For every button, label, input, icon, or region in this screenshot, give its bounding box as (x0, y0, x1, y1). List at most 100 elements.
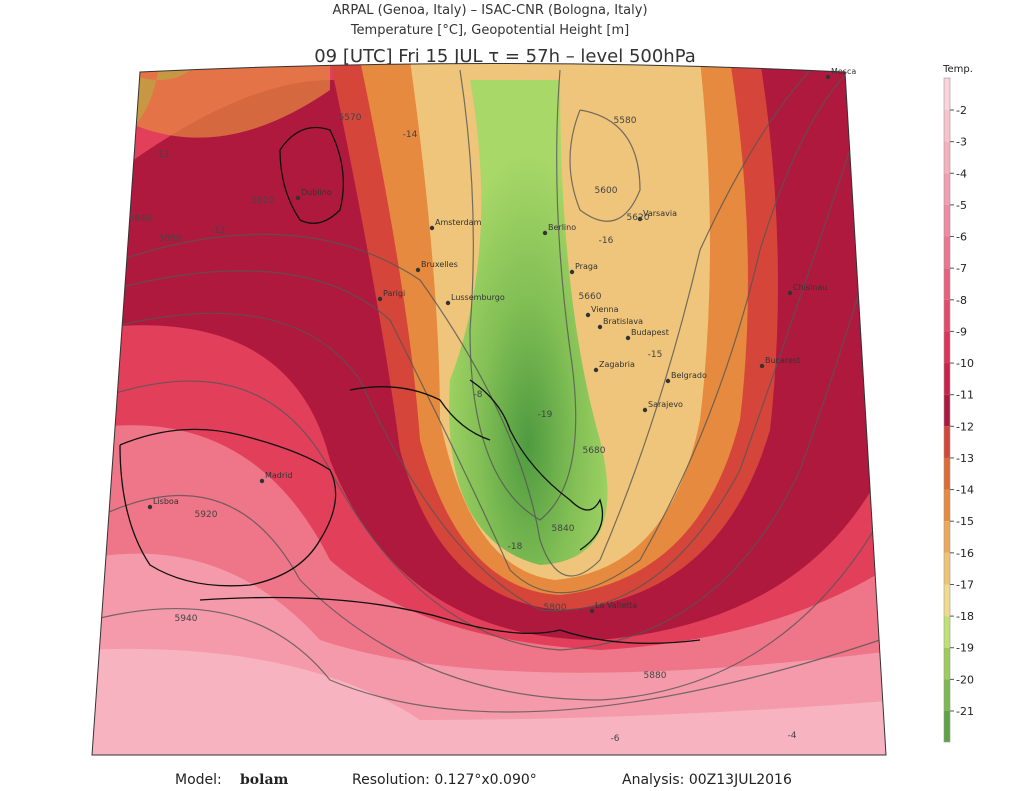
city-label: Parigi (383, 289, 405, 298)
contour-label: 5660 (579, 292, 602, 302)
contour-label: -4 (788, 731, 797, 741)
legend-swatch (944, 616, 950, 648)
contour-label: 5580 (614, 116, 637, 126)
legend-label: -16 (956, 547, 974, 560)
city-label: La Valletta (595, 601, 637, 610)
city-label: Lisboa (153, 497, 179, 506)
city-dot (625, 335, 631, 341)
city-label: Sarajevo (648, 400, 683, 409)
city-dot (642, 407, 648, 413)
city-label: Bucarest (765, 356, 800, 365)
footer-model-label: Model: (175, 772, 222, 788)
legend-label: -6 (956, 231, 967, 244)
legend-swatch (944, 584, 950, 617)
city-label: Chisinau (793, 283, 827, 292)
legend-label: -3 (956, 136, 967, 149)
legend-swatch (944, 394, 950, 427)
legend-border (943, 77, 951, 743)
legend-label: -9 (956, 325, 967, 338)
contour-label: 5920 (195, 510, 218, 520)
map (92, 63, 886, 755)
contour-label: -18 (508, 542, 523, 552)
map-frame (91, 63, 887, 756)
city-label: Praga (575, 262, 598, 271)
city-label: Dublino (301, 188, 332, 197)
legend-swatch (944, 489, 950, 522)
city-dot (759, 363, 765, 369)
contour-label: -14 (403, 130, 418, 140)
city-dot (542, 230, 548, 236)
contour-label: 5800 (544, 603, 567, 613)
legend-swatch (944, 268, 950, 300)
legend-label: -15 (956, 515, 974, 528)
city-dot (637, 216, 643, 222)
map-labels: Madrid Lisboa Parigi Berlino Varsavia Vienna B… (129, 67, 857, 744)
legend-label: -2 (956, 104, 967, 117)
legend-label: -12 (956, 420, 974, 433)
footer-analysis: Analysis: 00Z13JUL2016 (622, 772, 792, 788)
city-label: Bratislava (603, 317, 643, 326)
city-label: Amsterdam (435, 218, 482, 227)
legend-label: -21 (956, 705, 974, 718)
legend-swatch (944, 204, 950, 237)
legend-swatch (944, 552, 950, 585)
city-label: Mosca (831, 67, 856, 76)
city-label: Lussemburgo (451, 293, 505, 302)
contour-label: 5620 (627, 213, 650, 223)
city-dot (429, 225, 435, 231)
contour-label: 5860 (159, 234, 182, 244)
city-label: Madrid (265, 471, 292, 480)
city-dot (147, 504, 153, 510)
city-dot (569, 269, 575, 275)
city-dot (825, 74, 831, 80)
legend-title: Temp. (942, 64, 973, 75)
header-line: Temperature [°C], Geopotential Height [m… (350, 23, 629, 38)
legend-swatch (944, 173, 950, 205)
legend-swatch (944, 426, 950, 458)
legend-label: -14 (956, 484, 974, 497)
header-line: ARPAL (Genoa, Italy) – ISAC-CNR (Bologna… (332, 3, 647, 18)
city-dot (295, 195, 301, 201)
footer-model: bolam (240, 772, 289, 788)
contour-label: -19 (538, 410, 553, 420)
city-dot (787, 290, 793, 296)
header-title: 09 [UTC] Fri 15 JUL τ = 57h – level 500h… (314, 46, 696, 67)
contour-label: 5840 (552, 524, 575, 534)
legend-swatch (944, 141, 950, 174)
legend-label: -11 (956, 389, 974, 402)
city-dot (597, 324, 603, 330)
contour-label: 5600 (595, 186, 618, 196)
legend-swatch (944, 78, 950, 110)
legend-swatch (944, 711, 950, 742)
legend-label: -4 (956, 167, 967, 180)
legend-label: -10 (956, 357, 974, 370)
legend-label: -8 (956, 294, 967, 307)
city-label: Varsavia (643, 209, 677, 218)
legend-swatch (944, 521, 950, 553)
legend-label: -13 (956, 452, 974, 465)
contour-label: 5680 (583, 446, 606, 456)
city-dot (593, 367, 599, 373)
contour-label: -8 (474, 390, 483, 400)
legend-swatch (944, 331, 950, 364)
contour-label: -13 (155, 150, 170, 160)
legend-label: -7 (956, 262, 967, 275)
contour-label: -15 (648, 350, 663, 360)
contour-label: 5820 (252, 196, 275, 206)
legend-swatch (944, 457, 950, 490)
contour-label: -16 (599, 236, 614, 246)
legend-swatch (944, 363, 950, 395)
city-dot (377, 296, 383, 302)
city-label: Berlino (548, 223, 576, 232)
legend-swatch (944, 679, 950, 711)
city-dot (589, 608, 595, 614)
city-label: Bruxelles (421, 260, 458, 269)
city-label: Zagabria (599, 360, 635, 369)
city-dot (445, 300, 451, 306)
legend: Temp. -2 -3 -4 -5 -6 -7 -8 -9 -10 -11 -12 -13 -14 -15… (942, 64, 974, 743)
legend-label: -19 (956, 642, 974, 655)
city-label: Budapest (631, 328, 669, 337)
legend-swatch (944, 236, 950, 269)
contour-label: 5940 (175, 614, 198, 624)
